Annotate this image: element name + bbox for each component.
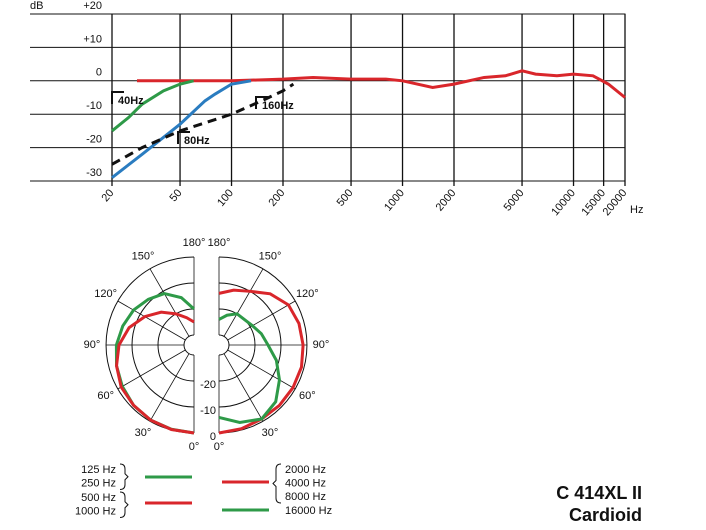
- legend-label: 2000 Hz: [285, 464, 326, 476]
- y-tick-label: +10: [83, 33, 102, 45]
- y-tick-label: +20: [83, 0, 102, 12]
- angle-label: 180°: [183, 237, 206, 249]
- angle-label: 90°: [313, 339, 330, 351]
- legend-label: 500 Hz: [81, 492, 116, 504]
- x-axis-label: Hz: [630, 204, 643, 216]
- polar-curve: [115, 310, 195, 435]
- angle-label: 150°: [132, 251, 155, 263]
- x-tick-label: 20000: [601, 187, 630, 218]
- legend-brace: [119, 491, 129, 518]
- filter-label: 160Hz: [262, 100, 294, 112]
- plot-area: [111, 13, 626, 182]
- x-tick-label: 100: [215, 187, 236, 209]
- response-curve: [111, 79, 252, 179]
- polar-spoke: [149, 353, 190, 422]
- angle-label: 30°: [135, 427, 152, 439]
- polar-spoke: [117, 349, 186, 390]
- r-tick-label: 0: [210, 431, 216, 443]
- x-tick-label: 5000: [502, 187, 527, 213]
- polar-spoke: [149, 268, 190, 337]
- r-tick-label: -20: [200, 379, 216, 391]
- filter-mark: [177, 131, 190, 144]
- x-tick-label: 1000: [382, 187, 407, 213]
- polar-spoke: [227, 300, 296, 341]
- x-tick-label: 20: [99, 187, 116, 204]
- y-tick-label: -10: [86, 100, 102, 112]
- x-tick-label: 10000: [549, 187, 578, 218]
- x-tick-label: 500: [335, 187, 356, 209]
- polar-ring: [183, 334, 195, 356]
- polar-ring: [218, 334, 230, 356]
- y-tick-label: -30: [86, 167, 102, 179]
- polar-curve: [218, 312, 281, 424]
- angle-label: 180°: [208, 237, 231, 249]
- polar-spoke: [117, 300, 186, 341]
- angle-label: 90°: [84, 339, 101, 351]
- response-curve: [136, 69, 626, 99]
- angle-label: 120°: [296, 288, 319, 300]
- legend-label: 1000 Hz: [75, 505, 116, 517]
- angle-label: 150°: [259, 251, 282, 263]
- r-tick-label: -10: [200, 405, 216, 417]
- legend-label: 16000 Hz: [285, 505, 332, 517]
- angle-label: 60°: [299, 390, 316, 402]
- model-title: C 414XL II: [556, 483, 642, 503]
- x-tick-label: 200: [267, 187, 288, 209]
- polar-spoke: [223, 353, 264, 422]
- legend-label: 250 Hz: [81, 477, 116, 489]
- angle-label: 60°: [97, 390, 114, 402]
- x-tick-label: 2000: [434, 187, 459, 213]
- angle-label: 0°: [214, 441, 225, 453]
- response-curve: [111, 82, 295, 166]
- x-tick-label: 50: [168, 187, 185, 204]
- legend-brace: [272, 463, 282, 504]
- pattern-title: Cardioid: [569, 505, 642, 525]
- polar-spoke: [227, 349, 296, 390]
- y-tick-label: 0: [96, 67, 102, 79]
- legend-label: 125 Hz: [81, 464, 116, 476]
- y-axis-label: dB: [30, 0, 43, 12]
- response-curve: [111, 79, 194, 133]
- filter-label: 80Hz: [184, 135, 210, 147]
- filter-label: 40Hz: [118, 95, 144, 107]
- y-tick-label: -20: [86, 134, 102, 146]
- polar-spoke: [223, 268, 264, 337]
- legend-label: 4000 Hz: [285, 477, 326, 489]
- angle-label: 30°: [262, 427, 279, 439]
- legend-brace: [119, 463, 129, 490]
- angle-label: 0°: [189, 441, 200, 453]
- filter-mark: [255, 96, 268, 109]
- angle-label: 120°: [94, 288, 117, 300]
- filter-mark: [111, 91, 124, 104]
- legend-label: 8000 Hz: [285, 491, 326, 503]
